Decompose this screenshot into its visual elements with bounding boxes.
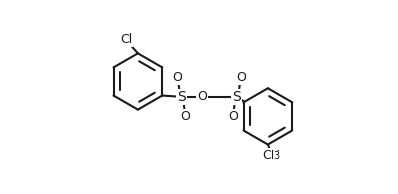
Text: CH: CH <box>263 149 281 162</box>
Text: S: S <box>177 90 186 104</box>
Text: Cl: Cl <box>120 33 133 46</box>
Text: O: O <box>197 90 207 104</box>
Text: S: S <box>232 90 241 104</box>
Text: O: O <box>236 71 246 84</box>
Text: O: O <box>228 110 238 123</box>
Text: 3: 3 <box>273 151 279 161</box>
Text: O: O <box>173 71 183 84</box>
Text: O: O <box>180 110 190 123</box>
